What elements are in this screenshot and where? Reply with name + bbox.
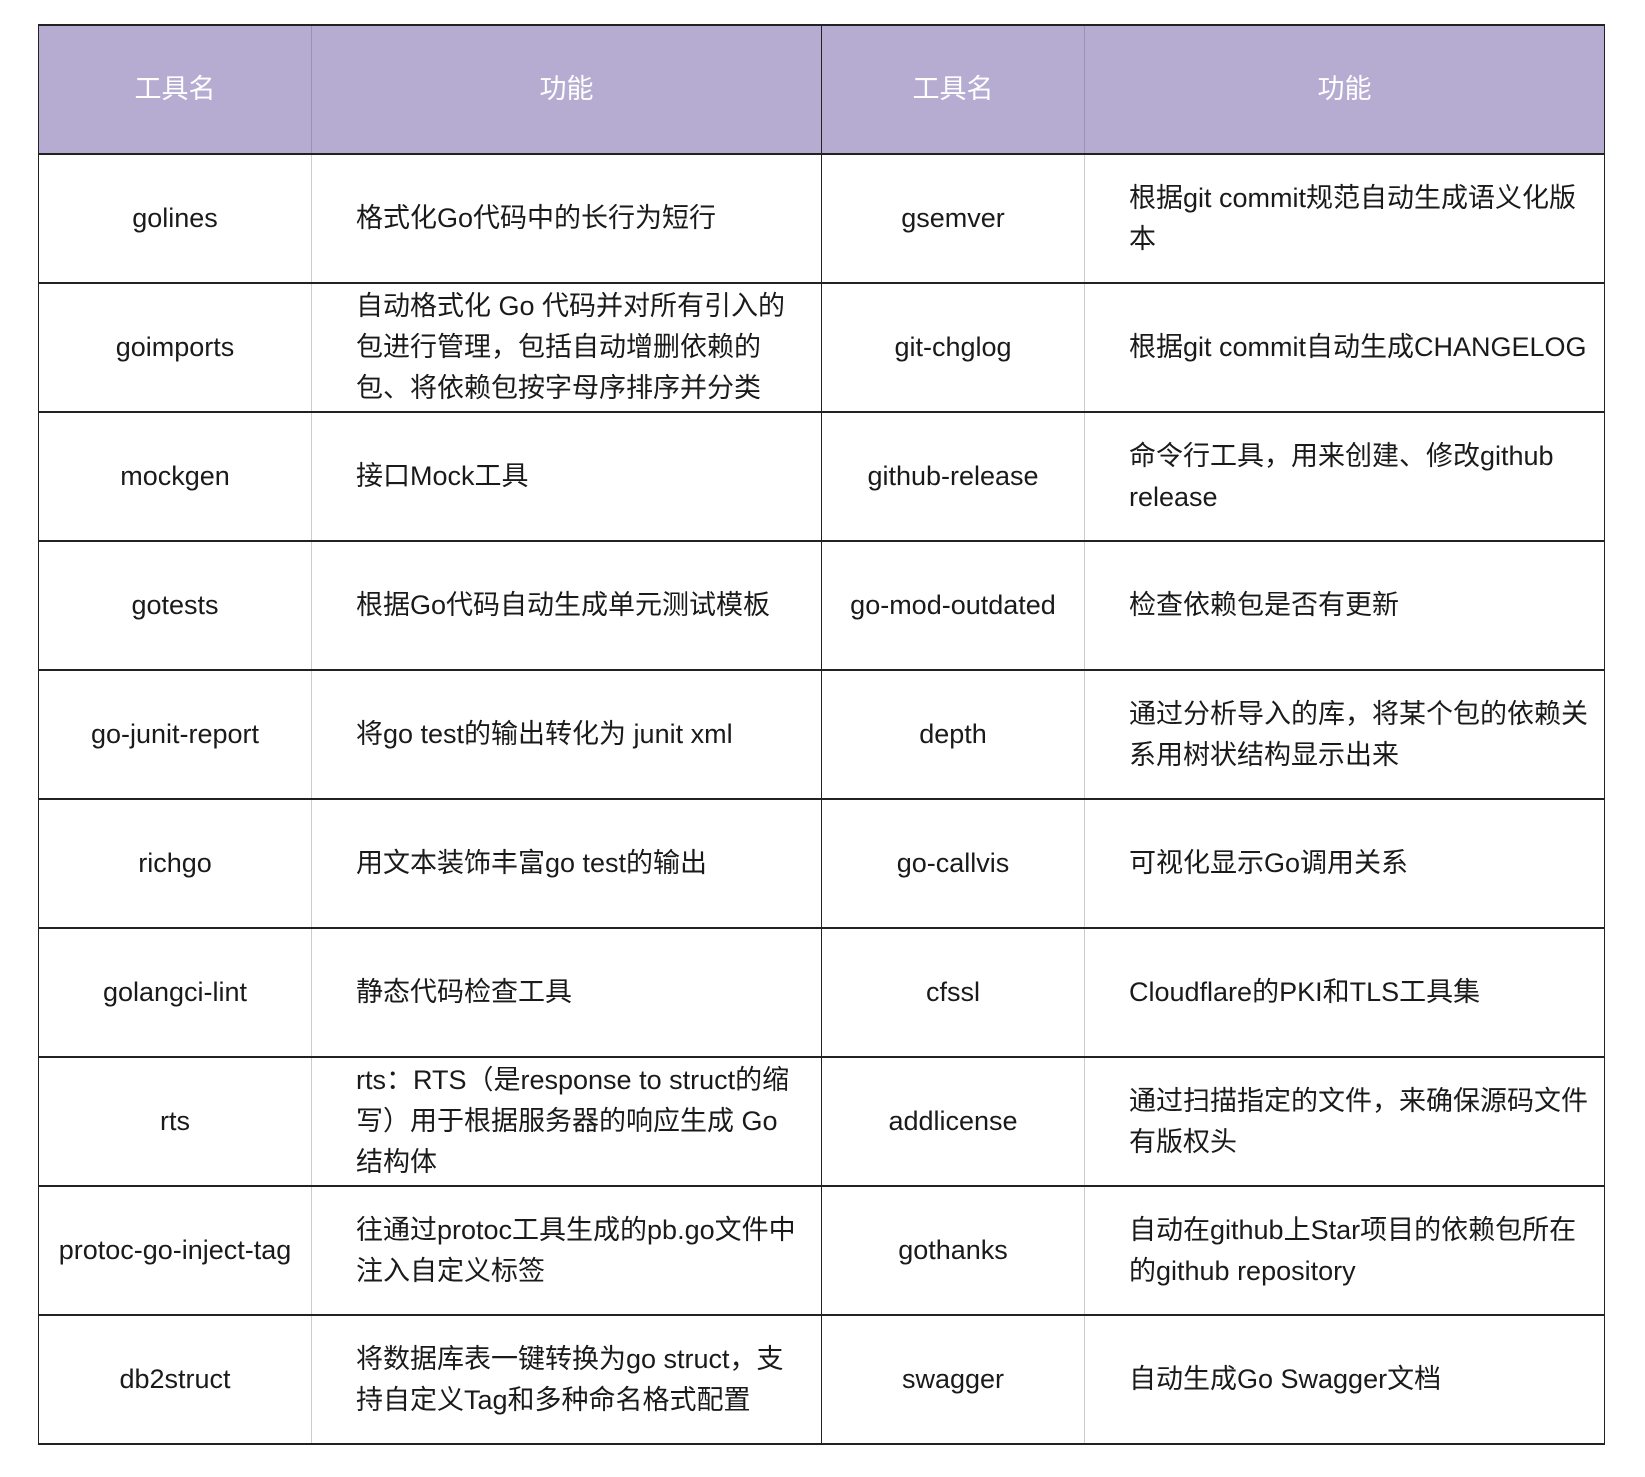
- function-cell: 根据Go代码自动生成单元测试模板: [311, 540, 822, 671]
- function-cell: 自动在github上Star项目的依赖包所在的github repository: [1084, 1185, 1605, 1316]
- tool-name-cell: go-callvis: [821, 798, 1085, 929]
- tool-name-cell: richgo: [38, 798, 312, 929]
- table-row: gotests 根据Go代码自动生成单元测试模板 go-mod-outdated 检查…: [38, 540, 1605, 671]
- function-cell: 通过分析导入的库，将某个包的依赖关系用树状结构显示出来: [1084, 669, 1605, 800]
- header-tool-name: 工具名: [38, 24, 312, 155]
- tool-name-cell: protoc-go-inject-tag: [38, 1185, 312, 1316]
- tool-name-cell: addlicense: [821, 1056, 1085, 1187]
- table-row: golines 格式化Go代码中的长行为短行 gsemver 根据git commit…: [38, 153, 1605, 284]
- table-row: richgo 用文本装饰丰富go test的输出 go-callvis 可视化显示Go…: [38, 798, 1605, 929]
- function-cell: 自动生成Go Swagger文档: [1084, 1314, 1605, 1445]
- function-cell: 自动格式化 Go 代码并对所有引入的包进行管理，包括自动增删依赖的包、将依赖包按…: [311, 282, 822, 413]
- function-cell: 根据git commit规范自动生成语义化版本: [1084, 153, 1605, 284]
- tool-name-cell: go-mod-outdated: [821, 540, 1085, 671]
- tool-name-cell: rts: [38, 1056, 312, 1187]
- function-cell: 接口Mock工具: [311, 411, 822, 542]
- tool-name-cell: gsemver: [821, 153, 1085, 284]
- function-cell: 将数据库表一键转换为go struct，支持自定义Tag和多种命名格式配置: [311, 1314, 822, 1445]
- table-row: protoc-go-inject-tag 往通过protoc工具生成的pb.go文…: [38, 1185, 1605, 1316]
- tool-name-cell: gothanks: [821, 1185, 1085, 1316]
- function-cell: 将go test的输出转化为 junit xml: [311, 669, 822, 800]
- header-row: 工具名 功能 工具名 功能: [38, 24, 1605, 155]
- tool-name-cell: depth: [821, 669, 1085, 800]
- tools-table: 工具名 功能 工具名 功能 golines 格式化Go代码中的长行为短行 gsemv…: [38, 24, 1605, 1445]
- table-row: db2struct 将数据库表一键转换为go struct，支持自定义Tag和多种…: [38, 1314, 1605, 1445]
- function-cell: 根据git commit自动生成CHANGELOG: [1084, 282, 1605, 413]
- function-cell: 可视化显示Go调用关系: [1084, 798, 1605, 929]
- header-tool-name: 工具名: [821, 24, 1085, 155]
- table-row: golangci-lint 静态代码检查工具 cfssl Cloudflare的PKI…: [38, 927, 1605, 1058]
- tool-name-cell: go-junit-report: [38, 669, 312, 800]
- tool-name-cell: db2struct: [38, 1314, 312, 1445]
- table-row: goimports 自动格式化 Go 代码并对所有引入的包进行管理，包括自动增删依…: [38, 282, 1605, 413]
- table-row: rts rts：RTS（是response to struct的缩写）用于根据服务…: [38, 1056, 1605, 1187]
- tool-name-cell: swagger: [821, 1314, 1085, 1445]
- function-cell: 通过扫描指定的文件，来确保源码文件有版权头: [1084, 1056, 1605, 1187]
- tool-name-cell: github-release: [821, 411, 1085, 542]
- table-row: mockgen 接口Mock工具 github-release 命令行工具，用来创建、…: [38, 411, 1605, 542]
- tool-name-cell: golines: [38, 153, 312, 284]
- header-function: 功能: [1084, 24, 1605, 155]
- tool-name-cell: gotests: [38, 540, 312, 671]
- tool-name-cell: mockgen: [38, 411, 312, 542]
- function-cell: 用文本装饰丰富go test的输出: [311, 798, 822, 929]
- function-cell: 格式化Go代码中的长行为短行: [311, 153, 822, 284]
- function-cell: 静态代码检查工具: [311, 927, 822, 1058]
- header-function: 功能: [311, 24, 822, 155]
- tool-name-cell: goimports: [38, 282, 312, 413]
- function-cell: 命令行工具，用来创建、修改github release: [1084, 411, 1605, 542]
- tool-name-cell: git-chglog: [821, 282, 1085, 413]
- function-cell: 往通过protoc工具生成的pb.go文件中注入自定义标签: [311, 1185, 822, 1316]
- function-cell: rts：RTS（是response to struct的缩写）用于根据服务器的响…: [311, 1056, 822, 1187]
- function-cell: 检查依赖包是否有更新: [1084, 540, 1605, 671]
- tool-name-cell: cfssl: [821, 927, 1085, 1058]
- table-row: go-junit-report 将go test的输出转化为 junit xml d…: [38, 669, 1605, 800]
- tool-name-cell: golangci-lint: [38, 927, 312, 1058]
- function-cell: Cloudflare的PKI和TLS工具集: [1084, 927, 1605, 1058]
